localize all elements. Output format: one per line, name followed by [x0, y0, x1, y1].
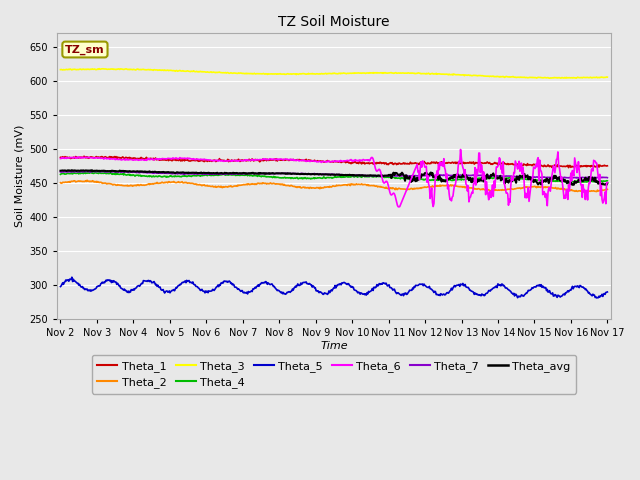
Theta_7 [575, 175, 582, 181]
Theta_2 [83, 178, 91, 183]
Theta_4 [401, 176, 409, 181]
Theta_1 [604, 163, 611, 168]
Theta_avg [179, 169, 187, 175]
Theta_2 [579, 189, 586, 195]
Theta_4 [81, 169, 89, 175]
Line: Theta_2: Theta_2 [60, 180, 607, 192]
Y-axis label: Soil Moisture (mV): Soil Moisture (mV) [15, 125, 25, 227]
Theta_avg [56, 168, 64, 174]
X-axis label: Time: Time [320, 341, 348, 351]
Theta_3 [417, 71, 425, 77]
Text: TZ_sm: TZ_sm [65, 44, 105, 55]
Theta_5 [604, 289, 611, 295]
Theta_7 [102, 168, 110, 174]
Theta_avg [401, 178, 409, 184]
Theta_3 [56, 67, 64, 72]
Theta_1 [564, 165, 572, 170]
Theta_5 [593, 295, 600, 301]
Theta_4 [124, 172, 131, 178]
Theta_5 [67, 276, 74, 282]
Theta_6 [123, 157, 131, 163]
Theta_3 [546, 75, 554, 81]
Theta_4 [179, 173, 187, 179]
Theta_4 [67, 170, 74, 176]
Theta_2 [417, 186, 425, 192]
Theta_5 [124, 289, 131, 295]
Theta_7 [417, 173, 425, 179]
Theta_3 [604, 74, 611, 80]
Line: Theta_3: Theta_3 [60, 69, 607, 78]
Theta_6 [401, 191, 409, 197]
Theta_7 [604, 175, 611, 180]
Theta_7 [56, 169, 64, 175]
Theta_1 [208, 158, 216, 164]
Theta_3 [208, 70, 216, 75]
Line: Theta_avg: Theta_avg [60, 170, 607, 185]
Theta_5 [401, 291, 409, 297]
Theta_avg [208, 170, 216, 176]
Title: TZ Soil Moisture: TZ Soil Moisture [278, 15, 390, 29]
Theta_1 [417, 159, 425, 165]
Theta_avg [598, 182, 605, 188]
Theta_6 [67, 155, 74, 160]
Theta_1 [179, 157, 187, 163]
Theta_5 [68, 275, 76, 280]
Line: Theta_6: Theta_6 [60, 149, 607, 207]
Theta_4 [208, 172, 216, 178]
Theta_6 [417, 159, 425, 165]
Theta_5 [208, 288, 216, 294]
Theta_3 [95, 66, 103, 72]
Theta_avg [417, 175, 425, 180]
Theta_6 [457, 146, 465, 152]
Theta_2 [56, 180, 64, 186]
Theta_4 [575, 180, 582, 185]
Theta_6 [207, 157, 215, 163]
Theta_2 [208, 183, 216, 189]
Theta_3 [401, 70, 409, 76]
Theta_1 [80, 153, 88, 159]
Theta_7 [124, 169, 131, 175]
Theta_3 [179, 68, 187, 73]
Theta_1 [67, 156, 74, 161]
Theta_6 [179, 156, 186, 161]
Theta_5 [417, 282, 425, 288]
Theta_3 [124, 67, 131, 72]
Theta_5 [179, 279, 187, 285]
Theta_3 [67, 66, 74, 72]
Theta_4 [56, 171, 64, 177]
Theta_2 [604, 187, 611, 192]
Theta_6 [395, 204, 403, 210]
Theta_7 [208, 171, 216, 177]
Theta_4 [604, 178, 611, 184]
Theta_avg [67, 168, 74, 174]
Line: Theta_7: Theta_7 [60, 171, 607, 178]
Legend: Theta_1, Theta_2, Theta_3, Theta_4, Theta_5, Theta_6, Theta_7, Theta_avg: Theta_1, Theta_2, Theta_3, Theta_4, Thet… [92, 355, 576, 394]
Theta_7 [401, 173, 409, 179]
Theta_2 [67, 180, 74, 185]
Theta_2 [179, 180, 187, 186]
Theta_7 [179, 171, 187, 177]
Line: Theta_1: Theta_1 [60, 156, 607, 168]
Theta_4 [417, 176, 425, 182]
Theta_6 [604, 180, 611, 185]
Theta_1 [401, 160, 409, 166]
Theta_5 [56, 284, 64, 289]
Theta_avg [68, 168, 76, 173]
Theta_1 [124, 155, 131, 161]
Theta_7 [67, 169, 74, 175]
Line: Theta_5: Theta_5 [60, 277, 607, 298]
Theta_6 [56, 156, 64, 161]
Line: Theta_4: Theta_4 [60, 172, 607, 182]
Theta_2 [124, 182, 131, 188]
Theta_avg [124, 168, 131, 174]
Theta_avg [604, 180, 611, 186]
Theta_1 [56, 155, 64, 160]
Theta_2 [401, 186, 409, 192]
